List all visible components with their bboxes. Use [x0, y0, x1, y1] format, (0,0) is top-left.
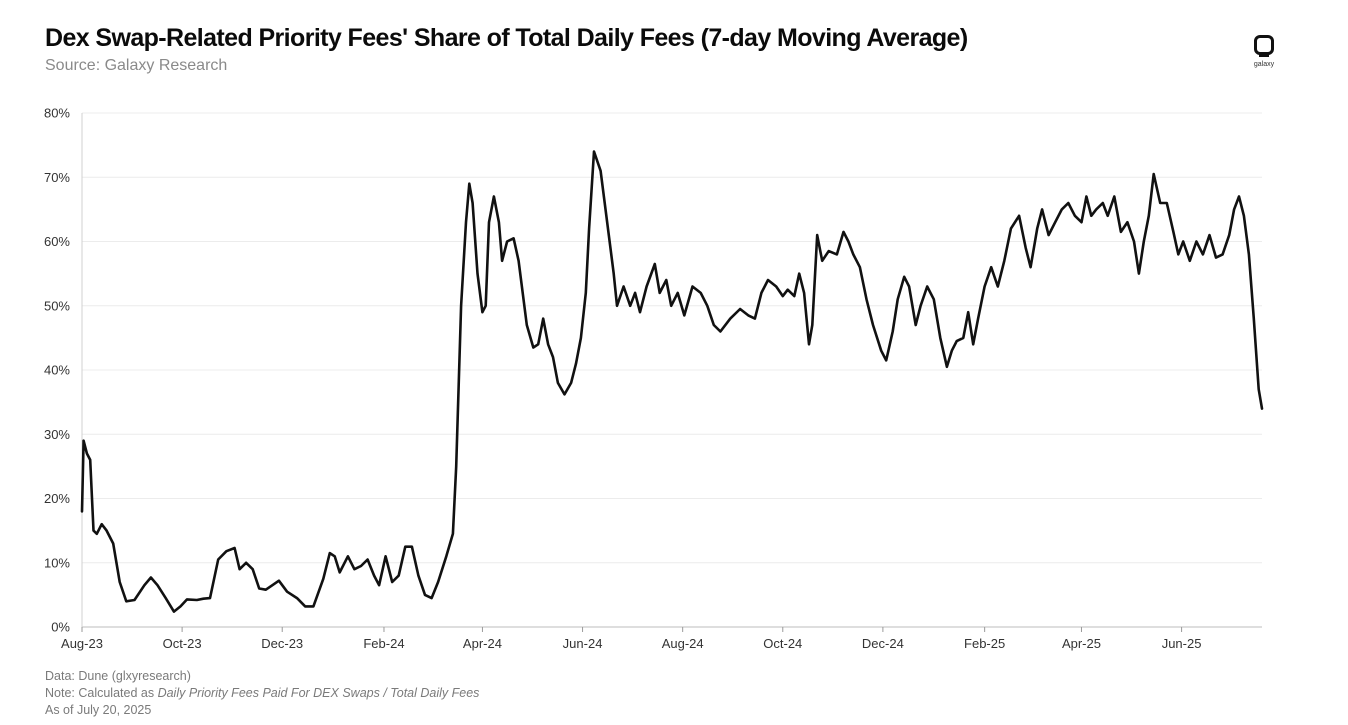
chart-subtitle: Source: Galaxy Research: [45, 57, 228, 74]
gridlines: [81, 112, 1262, 628]
x-tick-label: Apr-24: [463, 636, 502, 651]
calculation-note: Note: Calculated as Daily Priority Fees …: [45, 685, 479, 702]
x-tick-label: Oct-24: [763, 636, 802, 651]
logo-text: galaxy: [1253, 61, 1275, 68]
x-tick-label: Dec-23: [261, 636, 303, 651]
x-tick-label: Apr-25: [1062, 636, 1101, 651]
x-tick-label: Jun-24: [563, 636, 603, 651]
x-tick-label: Feb-24: [363, 636, 404, 651]
y-tick-label: 50%: [44, 298, 70, 313]
x-tick-label: Feb-25: [964, 636, 1005, 651]
y-tick-label: 20%: [44, 491, 70, 506]
x-tick-label: Aug-24: [662, 636, 704, 651]
y-tick-label: 70%: [44, 170, 70, 185]
chart-footer: Data: Dune (glxyresearch) Note: Calculat…: [45, 668, 479, 719]
y-tick-label: 60%: [44, 234, 70, 249]
x-tick-label: Oct-23: [163, 636, 202, 651]
y-tick-label: 0%: [51, 620, 70, 635]
y-tick-label: 80%: [44, 106, 70, 121]
x-axis: Aug-23 Oct-23 Dec-23 Feb-24 Apr-24 Jun-24 Aug-…: [61, 627, 1201, 651]
as-of-date: As of July 20, 2025: [45, 703, 152, 717]
series-group: [80, 150, 1264, 613]
series-line: [80, 150, 1264, 613]
note-formula: Daily Priority Fees Paid For DEX Swaps /…: [157, 686, 480, 700]
y-tick-label: 40%: [44, 363, 70, 378]
x-tick-label: Dec-24: [862, 636, 904, 651]
y-axis: 0% 10% 20% 30% 40% 50% 60% 70% 80%: [44, 106, 70, 635]
note-prefix: Note: Calculated as: [45, 686, 158, 700]
galaxy-logo-icon: [1254, 35, 1274, 57]
y-tick-label: 10%: [44, 555, 70, 570]
galaxy-logo: galaxy: [1250, 35, 1278, 68]
chart-title: Dex Swap-Related Priority Fees' Share of…: [45, 24, 968, 52]
y-tick-label: 30%: [44, 427, 70, 442]
x-tick-label: Aug-23: [61, 636, 103, 651]
data-source-line: Data: Dune (glxyresearch): [45, 669, 191, 683]
x-tick-label: Jun-25: [1162, 636, 1202, 651]
